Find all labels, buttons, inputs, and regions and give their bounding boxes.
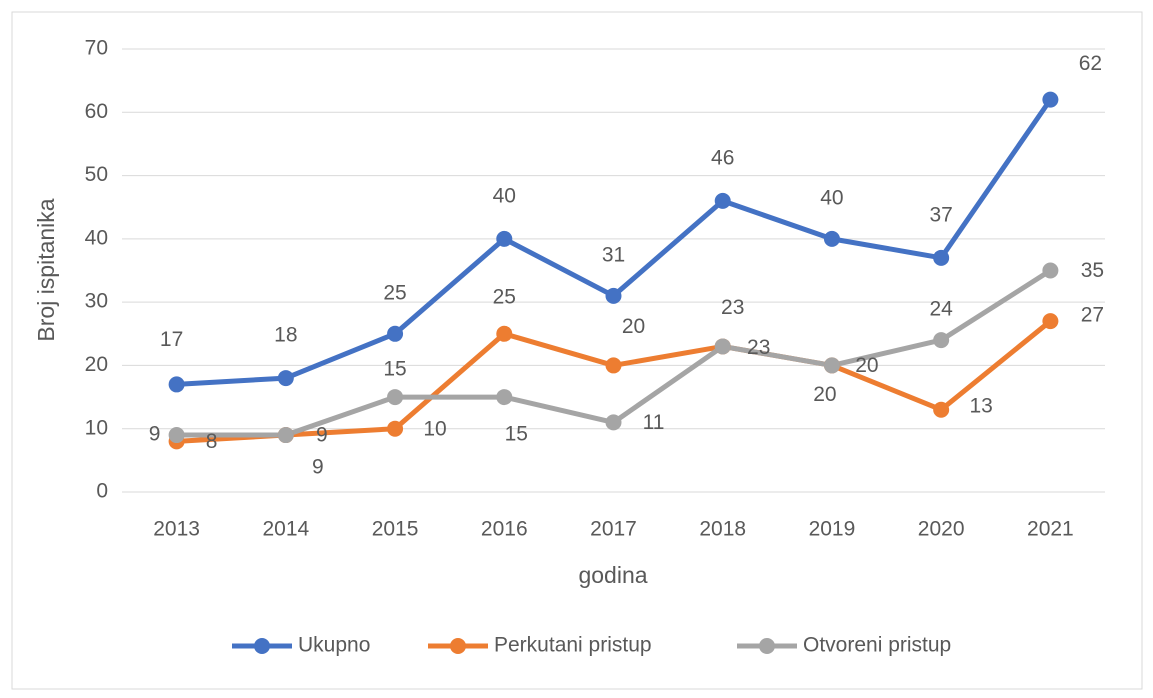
data-point [277,370,294,387]
x-tick-label: 2016 [481,518,528,541]
data-label: 24 [929,298,953,321]
legend-label: Perkutani pristup [494,634,652,657]
data-point [1042,91,1059,108]
data-point [496,230,513,247]
data-label: 15 [383,358,406,381]
data-label: 17 [160,328,183,351]
y-tick-label: 70 [85,37,108,60]
data-point [168,376,185,393]
chart-frame [11,11,1143,690]
x-tick-label: 2021 [1027,518,1074,541]
y-tick-label: 50 [85,163,108,186]
data-label: 35 [1081,259,1104,282]
data-label: 40 [820,186,843,209]
x-axis-label: godina [578,562,647,588]
data-point [1042,262,1059,279]
x-tick-label: 2020 [918,518,965,541]
data-label: 25 [383,281,406,304]
data-point [387,420,404,437]
legend-marker [450,638,466,654]
data-label: 13 [969,394,992,417]
data-point [168,427,185,444]
legend-label: Ukupno [298,634,370,657]
data-point [387,389,404,406]
legend-label: Otvoreni pristup [803,634,951,657]
data-label: 62 [1079,52,1102,75]
data-label: 15 [505,423,528,446]
data-label: 40 [493,184,516,207]
data-label: 10 [423,417,446,440]
data-point [933,401,950,418]
data-point [823,357,840,374]
y-tick-label: 0 [96,480,108,503]
data-point [714,192,731,209]
data-label: 31 [602,243,625,266]
data-point [933,249,950,266]
x-tick-label: 2013 [153,518,200,541]
data-label: 9 [149,423,161,446]
x-tick-label: 2014 [262,518,309,541]
data-point [496,389,513,406]
x-tick-label: 2019 [809,518,856,541]
data-point [387,325,404,342]
data-label: 20 [622,315,645,338]
data-point [1042,313,1059,330]
legend-marker [254,638,270,654]
data-point [277,427,294,444]
data-label: 18 [274,324,297,347]
y-axis-label: Broj ispitanika [33,198,59,341]
y-tick-label: 10 [85,416,108,439]
data-label: 23 [721,296,744,319]
x-tick-label: 2018 [699,518,746,541]
legend-marker [759,638,775,654]
y-tick-label: 60 [85,100,108,123]
data-label: 25 [493,285,516,308]
data-label: 37 [929,203,952,226]
data-label: 11 [643,411,665,434]
y-tick-label: 40 [85,226,108,249]
x-tick-label: 2015 [372,518,419,541]
data-label: 20 [855,354,878,377]
data-label: 46 [711,146,734,169]
data-point [605,357,622,374]
data-point [933,332,950,349]
x-tick-label: 2017 [590,518,637,541]
y-tick-label: 30 [85,290,108,313]
data-point [714,338,731,355]
data-point [823,230,840,247]
data-point [605,414,622,431]
y-tick-label: 20 [85,353,108,376]
data-label: 9 [312,456,324,479]
data-label: 9 [316,424,328,447]
data-label: 20 [813,383,836,406]
data-label: 27 [1081,304,1104,327]
data-point [605,287,622,304]
data-label: 8 [206,430,218,453]
data-point [496,325,513,342]
data-label: 23 [747,336,770,359]
